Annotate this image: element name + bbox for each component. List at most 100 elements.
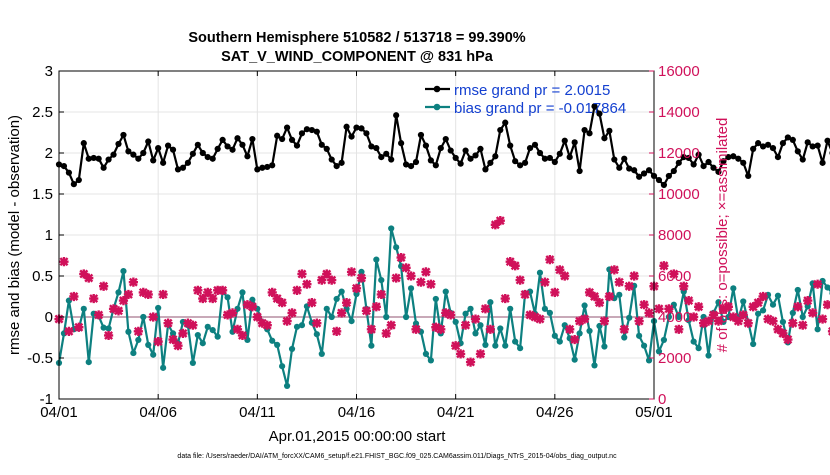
rmse-point (184, 159, 192, 166)
bias-point (80, 305, 87, 312)
nobs-marker (103, 330, 114, 341)
rmse-point (70, 181, 77, 188)
rmse-point (492, 153, 499, 160)
nobs-marker (619, 324, 629, 334)
bias-point (750, 340, 757, 348)
rmse-point (824, 137, 830, 144)
nobs-marker (788, 318, 798, 328)
nobs-marker (684, 296, 694, 306)
rmse-point (214, 145, 221, 152)
rmse-point (631, 167, 638, 174)
nobs-marker (555, 265, 565, 275)
rmse-point (194, 141, 201, 148)
rmse-point (174, 166, 182, 173)
nobs-marker (401, 263, 411, 273)
y-tick-label-right: 10000 (658, 186, 700, 203)
nobs-marker (292, 285, 302, 295)
x-tick-label: 05/01 (635, 404, 673, 421)
bias-point (85, 359, 92, 366)
nobs-marker (530, 312, 540, 322)
rmse-point (224, 143, 231, 150)
rmse-point (769, 144, 777, 152)
bias-point (655, 348, 663, 355)
rmse-point (398, 140, 405, 147)
rmse-point (675, 159, 682, 166)
nobs-marker (510, 261, 520, 271)
nobs-marker (748, 302, 758, 312)
nobs-marker (322, 269, 332, 279)
bias-point (269, 337, 276, 344)
rmse-point (293, 142, 301, 149)
nobs-marker (198, 293, 208, 304)
bias-point (209, 327, 216, 334)
bias-point (581, 302, 588, 309)
rmse-point (621, 155, 628, 162)
rmse-point (407, 163, 415, 170)
bias-point (189, 359, 196, 367)
x-axis-label: Apr.01,2015 00:00:00 start (269, 428, 447, 445)
rmse-point (169, 146, 177, 153)
rmse-point (457, 160, 464, 167)
nobs-marker (723, 302, 733, 312)
bias-point (502, 342, 509, 349)
rmse-point (759, 143, 767, 150)
bias-point (725, 313, 732, 321)
nobs-marker (406, 271, 416, 281)
rmse-point (85, 155, 92, 162)
nobs-marker (376, 289, 386, 300)
bias-point (586, 327, 593, 335)
nobs-marker (758, 291, 768, 302)
nobs-marker (475, 349, 486, 359)
bias-point (353, 290, 360, 298)
nobs-marker (173, 341, 183, 351)
nobs-marker (213, 285, 223, 295)
rmse-point (596, 110, 603, 117)
rmse-point (730, 153, 737, 160)
nobs-marker (520, 289, 530, 300)
rmse-point (145, 138, 152, 145)
nobs-marker (480, 304, 491, 314)
x-tick-label: 04/26 (536, 404, 574, 421)
rmse-point (100, 164, 107, 171)
rmse-point (462, 147, 469, 154)
y-tick-label-right: 14000 (658, 104, 700, 121)
legend: rmse grand pr = 2.0015 bias grand pr = -… (425, 82, 626, 117)
rmse-point (789, 136, 796, 143)
nobs-marker (728, 312, 738, 322)
rmse-point (160, 159, 167, 166)
bias-point (120, 267, 127, 275)
rmse-point (626, 165, 633, 172)
rmse-point (735, 155, 742, 162)
nobs-marker (178, 328, 188, 338)
nobs-marker (123, 289, 134, 300)
bias-point (383, 313, 390, 321)
bias-point (130, 349, 137, 357)
rmse-point (447, 147, 454, 154)
legend-entry-bias: bias grand pr = -0.017864 (454, 100, 626, 117)
nobs-marker (778, 328, 788, 338)
nobs-marker (396, 252, 406, 263)
rmse-point (794, 148, 801, 155)
nobs-marker (733, 316, 743, 326)
bias-point (824, 284, 830, 291)
bias-point (239, 289, 246, 296)
bias-point (135, 336, 142, 344)
rmse-point (358, 125, 365, 132)
bias-point (591, 362, 598, 369)
nobs-marker (813, 279, 823, 289)
x-tick-label: 04/06 (139, 404, 177, 421)
bias-point (680, 288, 687, 295)
bias-point (348, 318, 355, 325)
bias-point (536, 269, 544, 276)
nobs-marker (282, 316, 292, 326)
rmse-point (695, 151, 702, 158)
nobs-marker (614, 277, 624, 287)
nobs-marker (257, 318, 267, 328)
bias-point (283, 382, 291, 389)
rmse-point (179, 164, 187, 171)
rmse-point (373, 144, 380, 152)
nobs-marker (332, 326, 342, 336)
rmse-point (526, 144, 534, 152)
rmse-point (497, 126, 504, 134)
